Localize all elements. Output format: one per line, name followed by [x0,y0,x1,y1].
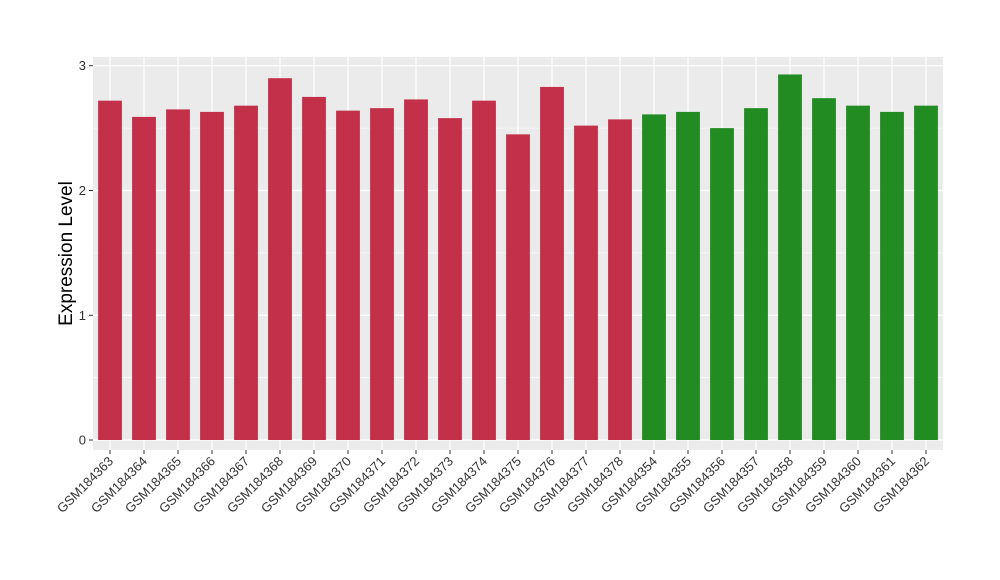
bar [710,128,734,441]
y-tick-label: 1 [79,308,86,323]
y-tick-label: 0 [79,433,86,448]
bar [132,116,156,441]
bar [880,111,904,441]
bar [472,100,496,441]
x-axis: GSM184363GSM184364GSM184365GSM184366GSM1… [54,450,932,516]
bar [166,109,190,441]
bar [438,118,462,441]
bar [200,111,224,441]
bar [404,99,428,441]
bar [506,134,530,441]
bar [778,74,802,441]
bar [642,114,666,441]
y-axis: 0 1 2 3 [79,58,93,448]
bar [98,100,122,441]
bar [846,105,870,441]
bars [98,74,938,441]
y-axis-title: Expression Level [56,181,77,326]
bar [914,105,938,441]
bar [574,125,598,441]
bar [268,78,292,441]
bar [302,96,326,441]
bar [676,111,700,441]
bar [234,105,258,441]
bar [370,108,394,441]
bar [540,86,564,441]
y-tick-label: 3 [79,58,86,73]
bar [744,108,768,441]
y-tick-label: 2 [79,183,86,198]
bar [336,110,360,441]
bar [812,98,836,441]
bar [608,119,632,441]
